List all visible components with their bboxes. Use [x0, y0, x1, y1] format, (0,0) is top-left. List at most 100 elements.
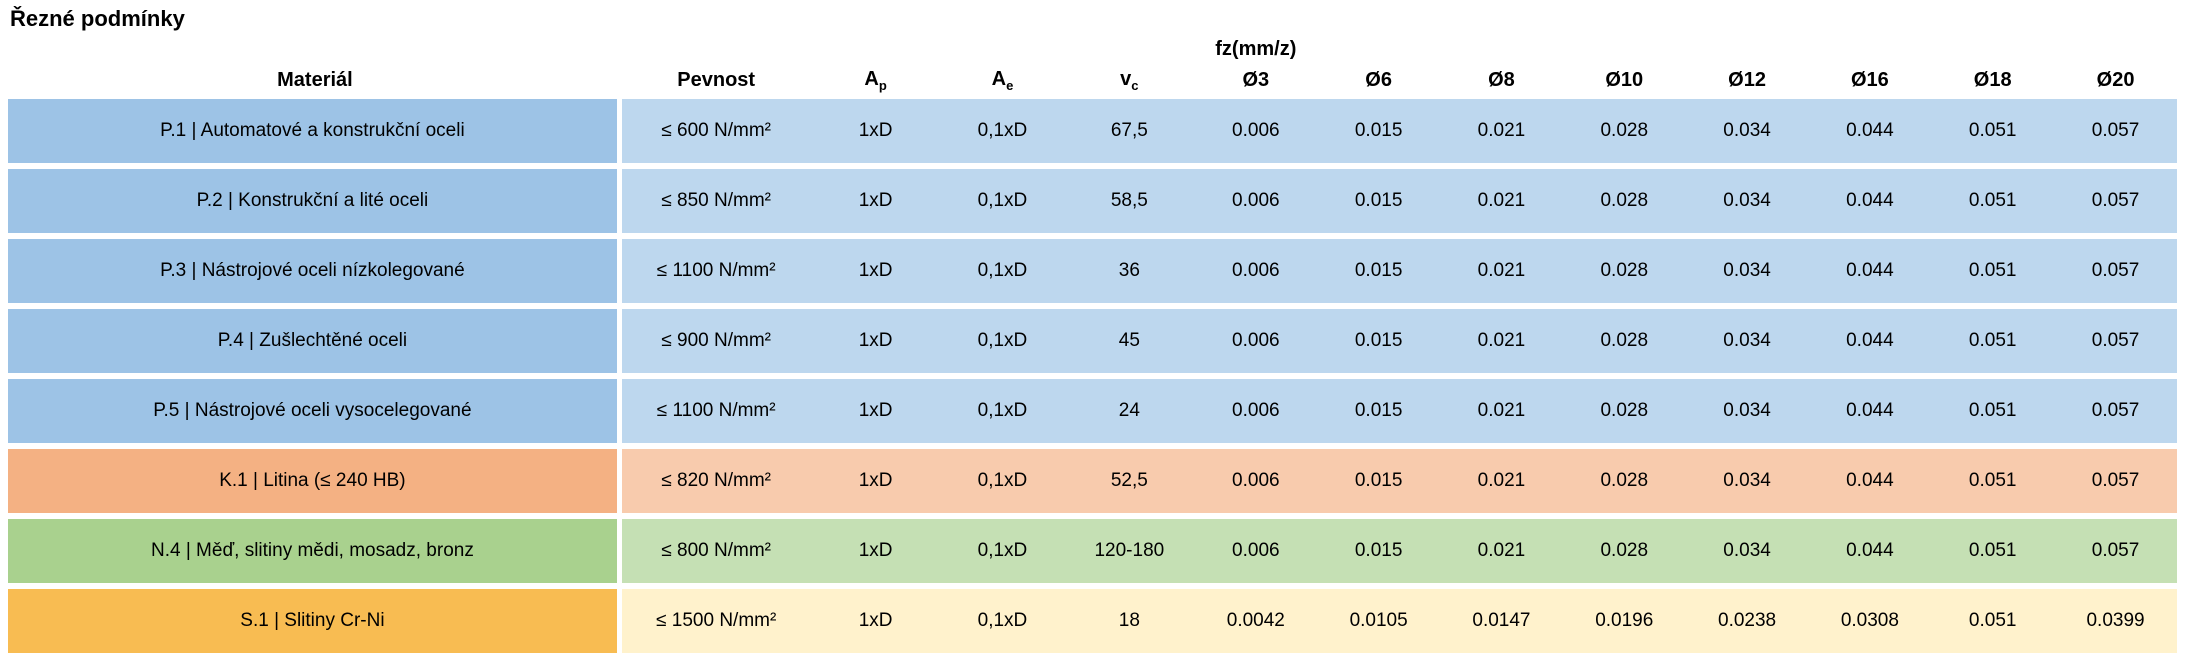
fz-cell: 0.057 [2054, 239, 2177, 303]
fz-cell: 0.028 [1562, 169, 1686, 233]
ae-cell: 0,1xD [940, 449, 1065, 513]
fz-cell: 0.021 [1440, 449, 1563, 513]
ae-cell: 0,1xD [940, 99, 1065, 163]
fz-cell: 0.034 [1685, 99, 1809, 163]
fz-cell: 0.057 [2054, 309, 2177, 373]
pevnost-cell: ≤ 800 N/mm² [621, 519, 811, 583]
fz-cell: 0.051 [1931, 449, 2055, 513]
fz-cell: 0.044 [1808, 519, 1932, 583]
fz-cell: 0.028 [1562, 519, 1686, 583]
fz-cell: 0.057 [2054, 169, 2177, 233]
material-cell: P.2 | Konstrukční a lité oceli [8, 169, 622, 233]
group-header-spacer [8, 38, 1195, 61]
ap-cell: 1xD [810, 239, 941, 303]
pevnost-cell: ≤ 1100 N/mm² [621, 379, 811, 443]
feed-group-header: fz(mm/z) [1194, 38, 1318, 61]
ae-cell: 0,1xD [940, 589, 1065, 653]
fz-cell: 0.034 [1685, 239, 1809, 303]
column-header-material: Materiál [8, 67, 622, 93]
fz-cell: 0.0042 [1194, 589, 1318, 653]
fz-cell: 0.006 [1194, 309, 1318, 373]
ae-cell: 0,1xD [940, 309, 1065, 373]
fz-cell: 0.021 [1440, 239, 1563, 303]
feed-group-header-row: fz(mm/z) [8, 38, 2177, 61]
fz-cell: 0.0147 [1440, 589, 1563, 653]
fz-cell: 0.006 [1194, 519, 1318, 583]
pevnost-cell: ≤ 900 N/mm² [621, 309, 811, 373]
table-row: P.2 | Konstrukční a lité oceli ≤ 850 N/mm… [8, 169, 2177, 233]
column-header-pevnost: Pevnost [621, 67, 811, 93]
column-header-diameter: Ø6 [1317, 67, 1441, 93]
fz-cell: 0.015 [1317, 379, 1441, 443]
column-header-row: Materiál Pevnost Ap Ae vc Ø3 Ø6 Ø8 Ø10 Ø… [8, 67, 2177, 93]
material-cell: P.3 | Nástrojové oceli nízkolegované [8, 239, 622, 303]
fz-cell: 0.0105 [1317, 589, 1441, 653]
vc-cell: 67,5 [1064, 99, 1195, 163]
fz-cell: 0.051 [1931, 99, 2055, 163]
fz-cell: 0.057 [2054, 379, 2177, 443]
fz-cell: 0.028 [1562, 239, 1686, 303]
ap-cell: 1xD [810, 309, 941, 373]
fz-cell: 0.044 [1808, 379, 1932, 443]
material-cell: P.5 | Nástrojové oceli vysocelegované [8, 379, 622, 443]
column-header-diameter: Ø16 [1808, 67, 1932, 93]
column-header-vc: vc [1064, 67, 1195, 93]
fz-cell: 0.028 [1562, 99, 1686, 163]
fz-cell: 0.015 [1317, 169, 1441, 233]
fz-cell: 0.006 [1194, 239, 1318, 303]
table-row: S.1 | Slitiny Cr-Ni ≤ 1500 N/mm² 1xD 0,1xD 1… [8, 589, 2177, 653]
fz-cell: 0.028 [1562, 309, 1686, 373]
fz-cell: 0.006 [1194, 99, 1318, 163]
material-cell: K.1 | Litina (≤ 240 HB) [8, 449, 622, 513]
fz-cell: 0.034 [1685, 449, 1809, 513]
table-row: N.4 | Měď, slitiny mědi, mosadz, bronz ≤ … [8, 519, 2177, 583]
pevnost-cell: ≤ 1500 N/mm² [621, 589, 811, 653]
ae-cell: 0,1xD [940, 169, 1065, 233]
ap-cell: 1xD [810, 589, 941, 653]
table-row: P.1 | Automatové a konstrukční oceli ≤ 60… [8, 99, 2177, 163]
material-cell: P.4 | Zušlechtěné oceli [8, 309, 622, 373]
material-cell: N.4 | Měď, slitiny mědi, mosadz, bronz [8, 519, 622, 583]
ap-cell: 1xD [810, 99, 941, 163]
group-header-spacer [1317, 38, 2177, 61]
ae-cell: 0,1xD [940, 239, 1065, 303]
fz-cell: 0.051 [1931, 309, 2055, 373]
fz-cell: 0.028 [1562, 379, 1686, 443]
fz-cell: 0.057 [2054, 99, 2177, 163]
vc-cell: 120-180 [1064, 519, 1195, 583]
ap-cell: 1xD [810, 449, 941, 513]
fz-cell: 0.021 [1440, 169, 1563, 233]
vc-cell: 45 [1064, 309, 1195, 373]
table-row: P.3 | Nástrojové oceli nízkolegované ≤ 11… [8, 239, 2177, 303]
fz-cell: 0.051 [1931, 379, 2055, 443]
fz-cell: 0.044 [1808, 449, 1932, 513]
fz-cell: 0.021 [1440, 99, 1563, 163]
fz-cell: 0.0399 [2054, 589, 2177, 653]
vc-cell: 36 [1064, 239, 1195, 303]
page-title: Řezné podmínky [10, 6, 185, 31]
ae-cell: 0,1xD [940, 379, 1065, 443]
fz-cell: 0.044 [1808, 239, 1932, 303]
table-header: fz(mm/z) Materiál Pevnost Ap Ae vc Ø3 Ø6… [8, 38, 2177, 93]
cutting-conditions-table: fz(mm/z) Materiál Pevnost Ap Ae vc Ø3 Ø6… [8, 32, 2177, 659]
column-header-diameter: Ø8 [1440, 67, 1563, 93]
fz-cell: 0.044 [1808, 309, 1932, 373]
vc-cell: 52,5 [1064, 449, 1195, 513]
fz-cell: 0.0308 [1808, 589, 1932, 653]
fz-cell: 0.015 [1317, 519, 1441, 583]
fz-cell: 0.028 [1562, 449, 1686, 513]
fz-cell: 0.044 [1808, 169, 1932, 233]
fz-cell: 0.034 [1685, 379, 1809, 443]
pevnost-cell: ≤ 850 N/mm² [621, 169, 811, 233]
fz-cell: 0.015 [1317, 99, 1441, 163]
vc-cell: 24 [1064, 379, 1195, 443]
fz-cell: 0.051 [1931, 589, 2055, 653]
fz-cell: 0.021 [1440, 379, 1563, 443]
fz-cell: 0.051 [1931, 239, 2055, 303]
fz-cell: 0.006 [1194, 169, 1318, 233]
column-header-diameter: Ø12 [1685, 67, 1809, 93]
fz-cell: 0.015 [1317, 449, 1441, 513]
fz-cell: 0.0238 [1685, 589, 1809, 653]
column-header-ae: Ae [940, 67, 1065, 93]
fz-cell: 0.006 [1194, 379, 1318, 443]
